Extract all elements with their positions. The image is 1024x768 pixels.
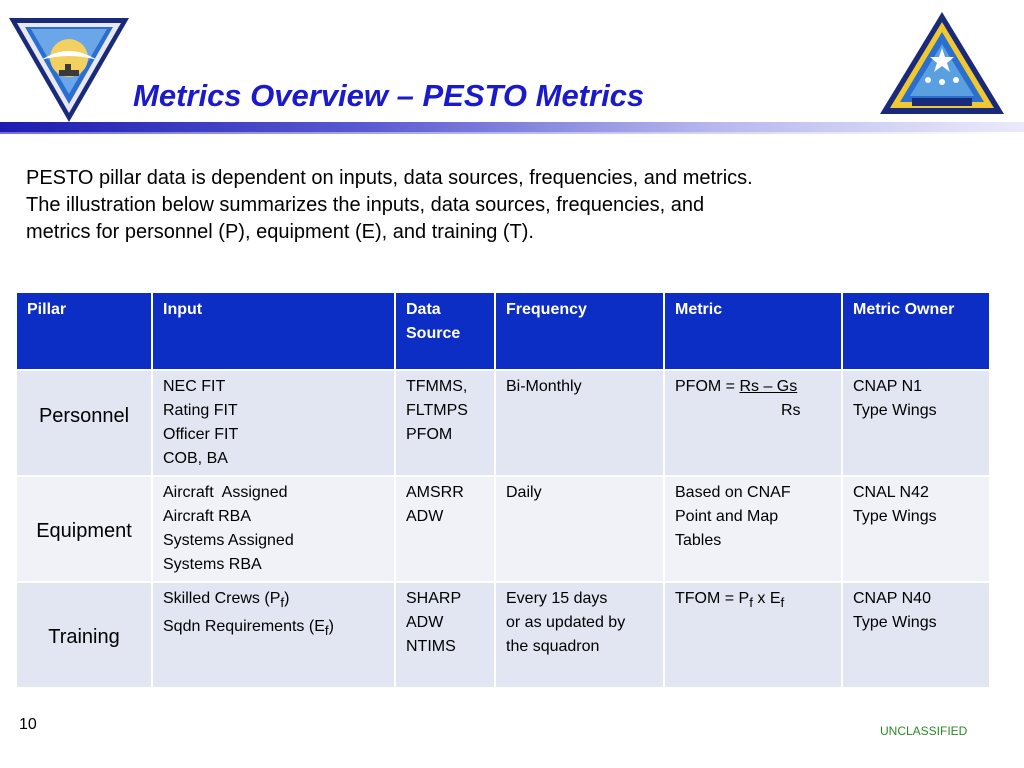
intro-line: The illustration below summarizes the in… [26, 194, 705, 216]
owner-line: Type Wings [853, 614, 937, 631]
owner-line: CNAP N1 [853, 378, 923, 395]
input-text: ) [284, 590, 290, 607]
metric-subscript: f [749, 595, 753, 611]
input-subscript: f [280, 595, 285, 611]
frequency-line: the squadron [506, 638, 600, 655]
input-line: Systems Assigned [163, 532, 294, 549]
owner-cell: CNAL N42 Type Wings [841, 475, 991, 583]
pillar-cell: Personnel [15, 369, 153, 477]
header-input: Input [151, 291, 396, 371]
metric-denominator: Rs [781, 402, 801, 419]
input-line: Officer FIT [163, 426, 239, 443]
frequency-line: Bi-Monthly [506, 378, 582, 395]
metric-formula: TFOM = Pf x Ef [675, 587, 831, 615]
input-line: Aircraft RBA [163, 508, 252, 525]
input-line: Aircraft Assigned [163, 484, 288, 501]
metric-subscript: f [780, 595, 785, 611]
owner-line: Type Wings [853, 508, 937, 525]
input-text: Sqdn Requirements (E [163, 618, 325, 636]
metric-line: Tables [675, 532, 722, 549]
header-divider [0, 122, 1024, 132]
header-metric: Metric [663, 291, 843, 371]
header-divider-thin [0, 132, 1024, 134]
frequency-line: Every 15 days [506, 590, 608, 607]
intro-line: metrics for personnel (P), equipment (E)… [26, 221, 534, 243]
input-subscript: f [324, 623, 329, 639]
table-header-row: Pillar Input Data Source Frequency Metri… [15, 291, 991, 371]
source-line: AMSRR [406, 484, 464, 501]
header-data-source: Data Source [394, 291, 496, 371]
metric-text: TFOM = P [675, 590, 750, 607]
owner-cell: CNAP N1 Type Wings [841, 369, 991, 477]
header-frequency: Frequency [494, 291, 665, 371]
intro-line: PESTO pillar data is dependent on inputs… [26, 167, 753, 189]
owner-line: CNAP N40 [853, 590, 931, 607]
source-line: ADW [406, 614, 444, 631]
metric-cell: PFOM = Rs – Gs Rs [663, 369, 843, 477]
owner-line: Type Wings [853, 402, 937, 419]
input-cell: Skilled Crews (Pf) Sqdn Requirements (Ef… [151, 581, 396, 689]
owner-cell: CNAP N40 Type Wings [841, 581, 991, 689]
metric-line: Based on CNAF [675, 484, 791, 501]
source-cell: SHARP ADW NTIMS [394, 581, 496, 689]
metric-formula: PFOM = Rs – Gs [675, 375, 831, 399]
metric-cell: Based on CNAF Point and Map Tables [663, 475, 843, 583]
frequency-line: Daily [506, 484, 542, 501]
header-data-source-line2: Source [406, 325, 461, 342]
source-line: SHARP [406, 590, 462, 607]
table-row: Personnel NEC FIT Rating FIT Officer FIT… [15, 369, 991, 477]
classification-marking: UNCLASSIFIED [880, 724, 968, 738]
pillar-cell: Training [15, 581, 153, 689]
metric-text: x E [752, 590, 781, 607]
frequency-cell: Daily [494, 475, 665, 583]
naval-air-force-atlantic-logo [9, 18, 129, 122]
page-number: 10 [19, 716, 37, 733]
source-line: NTIMS [406, 638, 456, 655]
source-line: TFMMS, [406, 378, 468, 395]
owner-line: CNAL N42 [853, 484, 929, 501]
input-line: COB, BA [163, 450, 228, 467]
header-data-source-line1: Data [406, 301, 441, 318]
metric-numerator: Rs – Gs [739, 378, 798, 395]
source-cell: TFMMS, FLTMPS PFOM [394, 369, 496, 477]
metric-cell: TFOM = Pf x Ef [663, 581, 843, 689]
source-line: ADW [406, 508, 444, 525]
intro-paragraph: PESTO pillar data is dependent on inputs… [26, 165, 1006, 246]
header-pillar: Pillar [15, 291, 153, 371]
pesto-metrics-table: Pillar Input Data Source Frequency Metri… [15, 291, 991, 689]
input-text: ) [328, 618, 334, 636]
metric-line: Point and Map [675, 508, 779, 525]
source-line: FLTMPS [406, 402, 468, 419]
table-row: Equipment Aircraft Assigned Aircraft RBA… [15, 475, 991, 583]
pillar-cell: Equipment [15, 475, 153, 583]
input-line: Sqdn Requirements (Ef) [163, 615, 384, 643]
source-cell: AMSRR ADW [394, 475, 496, 583]
page-title: Metrics Overview – PESTO Metrics [133, 78, 645, 113]
header-metric-owner: Metric Owner [841, 291, 991, 371]
frequency-line: or as updated by [506, 614, 626, 631]
input-cell: Aircraft Assigned Aircraft RBA Systems A… [151, 475, 396, 583]
source-line: PFOM [406, 426, 453, 443]
frequency-cell: Bi-Monthly [494, 369, 665, 477]
input-cell: NEC FIT Rating FIT Officer FIT COB, BA [151, 369, 396, 477]
frequency-cell: Every 15 days or as updated by the squad… [494, 581, 665, 689]
input-line: Systems RBA [163, 556, 262, 573]
naval-air-force-pacific-logo [880, 12, 1004, 114]
metric-prefix: PFOM = [675, 378, 740, 395]
input-line: Skilled Crews (Pf) [163, 587, 384, 615]
input-line: NEC FIT [163, 378, 226, 395]
input-line: Rating FIT [163, 402, 238, 419]
input-text: Skilled Crews (P [163, 590, 281, 607]
table-row: Training Skilled Crews (Pf) Sqdn Require… [15, 581, 991, 689]
